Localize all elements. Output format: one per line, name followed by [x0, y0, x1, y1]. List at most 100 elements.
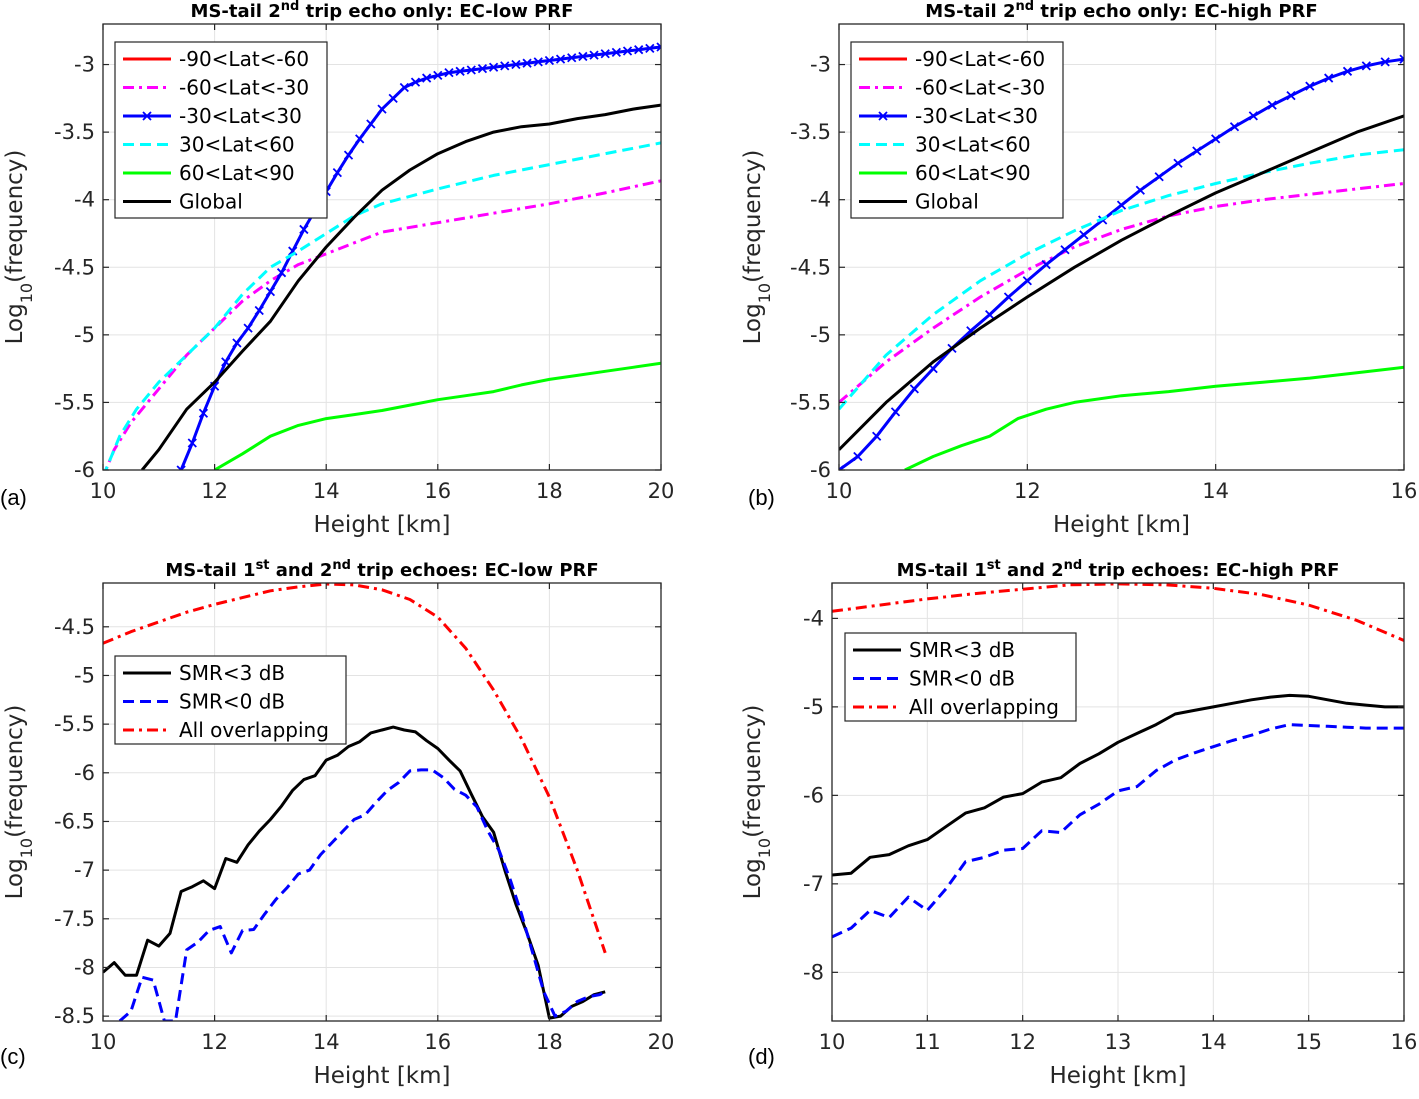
legend-entry-label: SMR<3 dB	[179, 661, 285, 685]
data-point-marker	[343, 150, 354, 160]
x-tick-label: 13	[1105, 1030, 1132, 1054]
series-group	[103, 583, 607, 1021]
y-tick-label: -4	[803, 606, 824, 630]
y-tick-label: -5.5	[54, 390, 95, 414]
y-tick-label: -3.5	[790, 120, 831, 144]
y-tick-label: -6	[74, 761, 95, 785]
y-tick-label: -5	[810, 323, 831, 347]
data-point-marker	[853, 451, 863, 462]
legend-entry-label: SMR<0 dB	[909, 667, 1015, 691]
legend-entry-label: -30<Lat<30	[915, 104, 1038, 128]
legend: -90<Lat<-60 -60<Lat<-30 -30<Lat<30 30<Lat<6…	[850, 41, 1064, 219]
data-point-marker	[611, 47, 621, 58]
x-tick-label: 12	[1014, 479, 1041, 503]
legend-entry-label: Global	[915, 190, 979, 214]
axes-box	[102, 23, 662, 471]
series-group	[832, 583, 1404, 939]
data-point-marker	[366, 119, 376, 129]
axes-box	[838, 23, 1405, 471]
x-tick-label: 12	[201, 479, 228, 503]
series-line-3	[839, 148, 1404, 411]
series-line-2	[832, 583, 1404, 642]
series-line-1	[118, 768, 606, 1021]
y-axis-label: Log10(frequency)	[740, 705, 774, 900]
x-axis-label: Height [km]	[1049, 1063, 1186, 1089]
data-point-marker	[645, 43, 655, 53]
data-point-marker	[890, 407, 901, 417]
y-axis-label: Log10(frequency)	[2, 705, 36, 900]
series-line-2	[179, 45, 661, 470]
series-line-1	[104, 179, 661, 470]
x-tick-label: 14	[313, 479, 340, 503]
legend-entry-label: 60<Lat<90	[179, 161, 295, 185]
data-point-marker	[1229, 122, 1240, 132]
x-tick-label: 14	[1202, 479, 1229, 503]
x-tick-label: 16	[1391, 1030, 1418, 1054]
y-tick-label: -6.5	[54, 809, 95, 833]
data-point-marker	[1342, 66, 1353, 76]
data-point-marker	[533, 57, 543, 67]
legend-entry-label: 60<Lat<90	[915, 161, 1031, 185]
y-axis-label-base: Log	[740, 303, 766, 344]
data-point-marker	[1154, 172, 1164, 182]
data-point-marker	[600, 49, 610, 59]
x-tick-label: 10	[90, 479, 117, 503]
x-tick-label: 16	[1391, 479, 1418, 503]
data-point-marker	[1003, 292, 1014, 302]
data-point-marker	[1060, 245, 1070, 255]
y-tick-label: -7	[803, 872, 824, 896]
y-tick-label: -8.5	[54, 1004, 95, 1028]
data-point-marker	[522, 58, 532, 68]
y-tick-label: -8	[803, 960, 824, 984]
y-tick-label: -3	[74, 53, 95, 77]
y-axis-label-base: Log	[2, 858, 28, 899]
y-tick-label: -6	[810, 458, 831, 482]
data-point-marker	[488, 62, 499, 72]
panel-label: (a)	[0, 485, 27, 510]
data-point-marker	[232, 338, 242, 348]
data-point-marker	[622, 46, 633, 56]
x-tick-label: 14	[313, 1030, 340, 1054]
legend-entry-label: 30<Lat<60	[915, 133, 1031, 157]
y-tick-label: -4	[810, 188, 831, 212]
y-tick-label: -5.5	[54, 712, 95, 736]
x-tick-label: 16	[424, 479, 451, 503]
panel-a: 10 12 14 16 18 20 -6 -5.5 -5 -4.5 -4 -3.5 -3 Height […	[0, 0, 674, 538]
x-tick-label: 10	[90, 1030, 117, 1054]
legend-entry-label: -60<Lat<-30	[179, 76, 309, 100]
y-axis-label: Log10(frequency)	[2, 150, 36, 345]
panel-c: 10 12 14 16 18 20 -8.5 -8 -7.5 -7 -6.5 -6 -5.5 -5 -4.5…	[0, 558, 674, 1090]
data-point-marker	[1248, 111, 1258, 121]
x-tick-label: 10	[826, 479, 853, 503]
legend-entry-label: SMR<0 dB	[179, 690, 285, 714]
data-point-marker	[422, 73, 432, 83]
data-point-marker	[511, 59, 521, 70]
y-tick-label: -6	[74, 458, 95, 482]
data-point-marker	[355, 134, 365, 144]
x-axis-label: Height [km]	[313, 512, 450, 538]
y-axis-label-rest: (frequency)	[740, 705, 766, 838]
legend-entry-label: -90<Lat<-60	[915, 47, 1045, 71]
data-point-marker	[634, 45, 644, 55]
data-point-marker	[589, 50, 599, 60]
panel-label: (c)	[0, 1044, 26, 1069]
x-axis-label: Height [km]	[1053, 512, 1190, 538]
x-tick-label: 18	[536, 1030, 563, 1054]
y-tick-label: -3	[810, 53, 831, 77]
data-point-marker	[500, 61, 510, 71]
data-point-marker	[455, 66, 465, 76]
data-point-marker	[410, 77, 421, 87]
chart-title: MS-tail 1st and 2nd trip echoes: EC-low …	[165, 558, 598, 582]
x-tick-label: 18	[536, 479, 563, 503]
data-point-marker	[1192, 146, 1202, 156]
data-point-marker	[1079, 230, 1089, 240]
axes-box	[102, 582, 662, 1022]
data-point-marker	[176, 465, 186, 470]
data-point-marker	[555, 54, 566, 64]
x-tick-label: 10	[819, 1030, 846, 1054]
data-point-marker	[1286, 90, 1296, 101]
x-tick-label: 16	[424, 1030, 451, 1054]
x-tick-label: 15	[1295, 1030, 1322, 1054]
y-axis-label-rest: (frequency)	[2, 705, 28, 838]
